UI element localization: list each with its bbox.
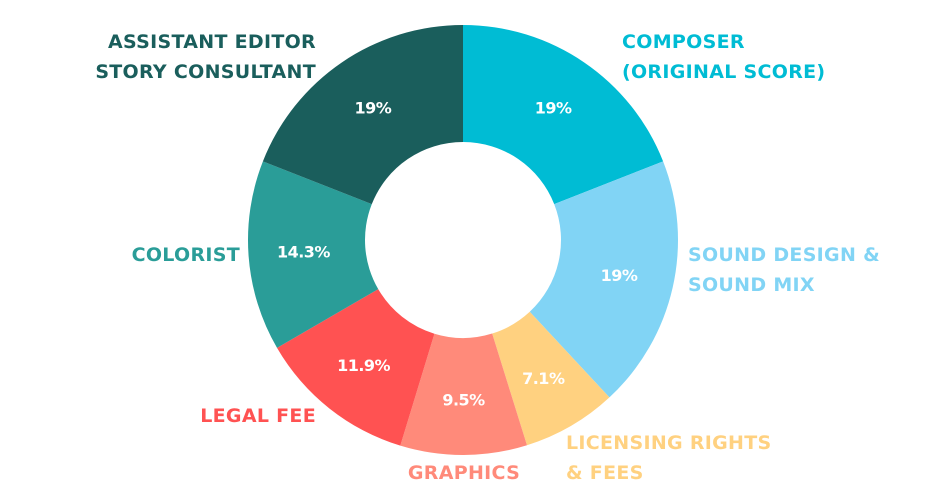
slice-graphics: [400, 333, 527, 456]
category-label-legal-fee: LEGAL FEE: [200, 405, 316, 427]
slice-composer-original-score: [463, 25, 664, 205]
category-label-sound-design-sound-mix: SOUND DESIGN & SOUND MIX: [688, 244, 880, 296]
category-label-line: STORY CONSULTANT: [95, 61, 316, 83]
category-label-colorist: COLORIST: [132, 244, 240, 266]
category-label-line: COLORIST: [132, 244, 240, 266]
slice-sound-design-sound-mix: [529, 161, 678, 398]
slices-layer: [247, 25, 678, 456]
category-label-line: LEGAL FEE: [200, 405, 316, 427]
slice-assistant-editor-story-consultant: [262, 25, 463, 205]
category-label-line: SOUND MIX: [688, 274, 815, 296]
category-labels-layer: COMPOSER (ORIGINAL SCORE)SOUND DESIGN & SO…: [95, 31, 880, 484]
category-label-licensing-rights-fees: LICENSING RIGHTS & FEES: [566, 432, 772, 484]
category-label-assistant-editor-story-consultant: ASSISTANT EDITOR STORY CONSULTANT: [95, 31, 316, 83]
category-label-line: COMPOSER: [622, 31, 745, 53]
percent-label-composer-original-score: 19%: [535, 98, 572, 117]
category-label-graphics: GRAPHICS: [408, 462, 520, 484]
percent-label-assistant-editor-story-consultant: 19%: [355, 98, 392, 117]
slice-colorist: [247, 161, 379, 348]
percent-label-colorist: 14.3%: [277, 243, 330, 262]
percent-labels-layer: 19% 19% 7.1% 9.5% 11.9% 14.3% 19%: [277, 98, 638, 409]
slice-legal-fee: [277, 289, 435, 446]
category-label-composer-original-score: COMPOSER (ORIGINAL SCORE): [622, 31, 825, 83]
category-label-line: LICENSING RIGHTS: [566, 432, 772, 454]
category-label-line: SOUND DESIGN &: [688, 244, 880, 266]
category-label-line: ASSISTANT EDITOR: [108, 31, 316, 53]
percent-label-licensing-rights-fees: 7.1%: [522, 369, 565, 388]
percent-label-sound-design-sound-mix: 19%: [601, 266, 638, 285]
category-label-line: (ORIGINAL SCORE): [622, 61, 825, 83]
category-label-line: & FEES: [566, 462, 644, 484]
percent-label-graphics: 9.5%: [442, 390, 485, 409]
percent-label-legal-fee: 11.9%: [337, 356, 390, 375]
slice-licensing-rights-fees: [492, 311, 610, 446]
category-label-line: GRAPHICS: [408, 462, 520, 484]
